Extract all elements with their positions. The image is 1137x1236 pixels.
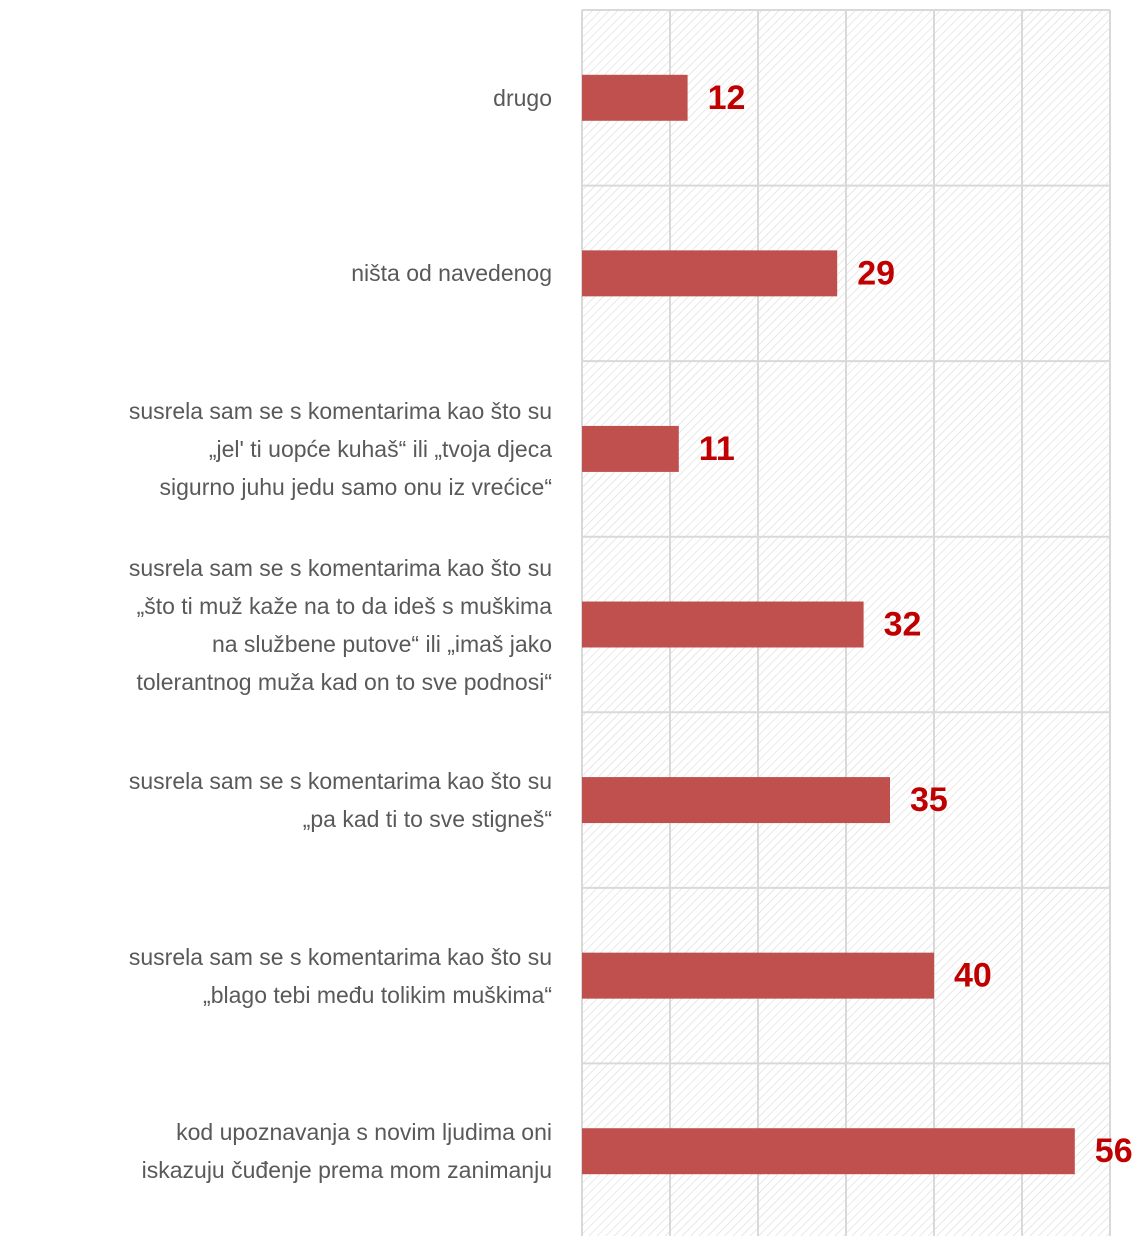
bar <box>582 952 934 999</box>
bar <box>582 74 688 121</box>
bar <box>582 1128 1075 1175</box>
value-label: 40 <box>954 957 992 995</box>
category-label: ništa od navedenog <box>351 260 552 287</box>
category-label: kod upoznavanja s novim ljudima oni iska… <box>141 1119 552 1184</box>
value-label: 32 <box>884 605 922 643</box>
category-label: susrela sam se s komentarima kao što su … <box>128 943 552 1008</box>
category-label: drugo <box>493 84 552 111</box>
value-label: 11 <box>699 430 735 468</box>
category-label: susrela sam se s komentarima kao što su … <box>128 554 552 695</box>
category-label: susrela sam se s komentarima kao što su … <box>128 397 552 500</box>
bar <box>582 777 890 824</box>
value-label: 29 <box>857 254 895 292</box>
bar <box>582 425 679 472</box>
value-label: 56 <box>1095 1132 1133 1170</box>
value-label: 35 <box>910 781 948 819</box>
value-label: 12 <box>708 79 746 117</box>
bar <box>582 601 864 648</box>
bar <box>582 250 838 297</box>
category-label: susrela sam se s komentarima kao što su … <box>128 768 552 833</box>
